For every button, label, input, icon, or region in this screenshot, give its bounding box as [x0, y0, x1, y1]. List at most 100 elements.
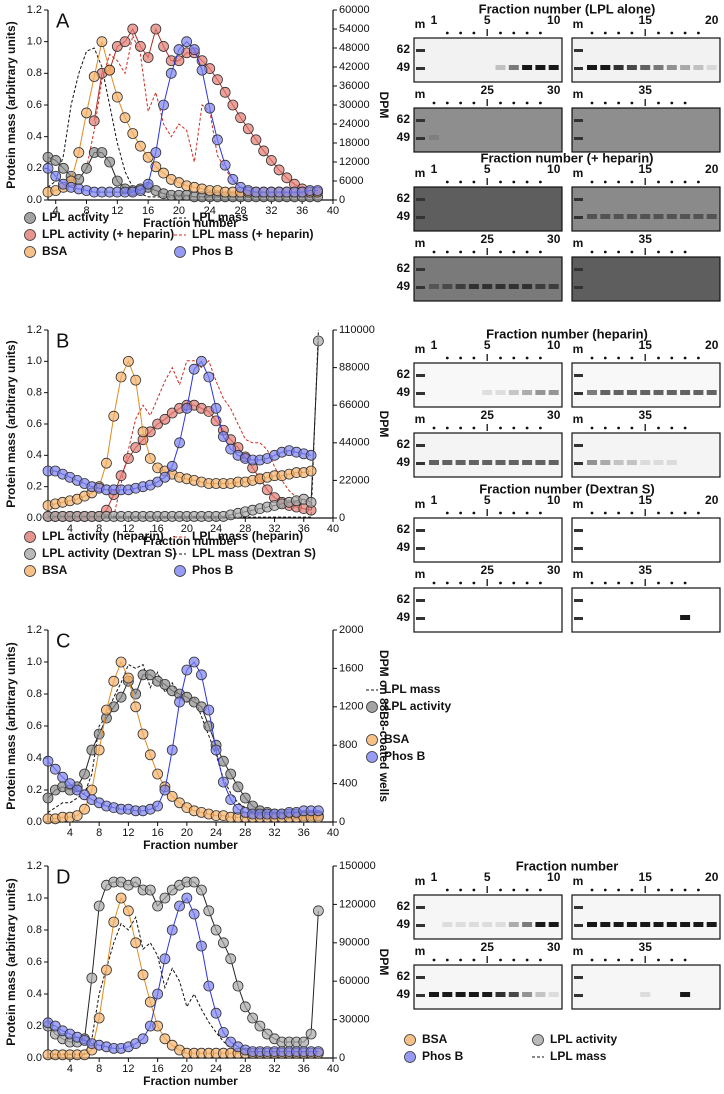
protein-band — [706, 922, 717, 927]
protein-band — [600, 65, 611, 70]
lane-dot — [525, 101, 529, 105]
protein-band — [535, 992, 546, 997]
x-tick-label: 12 — [111, 205, 123, 217]
data-point — [210, 924, 222, 936]
lane-dot — [512, 888, 516, 892]
data-point — [227, 99, 239, 111]
size-label: 49 — [397, 610, 411, 624]
lane-dot — [630, 101, 634, 105]
ladder-band — [416, 906, 425, 909]
marker-label: m — [415, 567, 426, 581]
x-tick-label: 28 — [239, 827, 251, 839]
y2-tick-label: 150000 — [339, 860, 376, 872]
protein-band — [613, 390, 624, 395]
lane-dot — [512, 101, 516, 105]
ladder-band — [416, 547, 425, 550]
lane-dot — [512, 250, 516, 254]
data-point — [115, 691, 127, 703]
ladder-band — [574, 216, 583, 219]
protein-band — [429, 992, 439, 997]
data-point — [232, 781, 244, 793]
size-label: 62 — [397, 367, 411, 381]
protein-band — [482, 390, 493, 395]
y2-tick-label: 800 — [339, 739, 357, 751]
lane-dot — [472, 31, 476, 35]
protein-band — [468, 922, 479, 927]
protein-band — [468, 284, 479, 289]
data-point — [166, 791, 178, 802]
y-tick-label: 0.0 — [27, 1052, 42, 1064]
protein-band — [508, 992, 519, 997]
lane-dot — [590, 31, 594, 35]
lane-dot — [670, 426, 674, 430]
data-point — [239, 1001, 251, 1013]
data-point — [57, 771, 69, 783]
data-point — [101, 704, 112, 716]
protein-band — [693, 922, 704, 927]
data-point — [225, 953, 237, 965]
y-tick-label: 0.2 — [27, 481, 42, 493]
x-tick-label: 40 — [327, 205, 339, 217]
data-point — [158, 41, 169, 52]
protein-band — [600, 390, 611, 395]
x-tick-label: 28 — [239, 523, 251, 535]
data-point — [104, 156, 116, 168]
protein-band — [495, 65, 506, 70]
data-point — [196, 940, 207, 952]
x-tick-label: 40 — [327, 1063, 339, 1075]
lane-dot — [603, 511, 607, 515]
marker-label: m — [415, 497, 426, 511]
protein-band — [680, 65, 691, 70]
legend-swatch — [24, 531, 36, 543]
protein-band — [706, 214, 717, 219]
marker-label: m — [573, 17, 584, 31]
lane-dot — [539, 888, 542, 892]
y-tick-label: 0.6 — [27, 956, 42, 968]
x-tick-label: 4 — [67, 1063, 73, 1075]
lane-dot — [432, 426, 436, 430]
y2-axis-title: DPM on 88B8-coated wells — [377, 650, 391, 802]
lane-dot — [459, 356, 462, 360]
lane-dot — [603, 180, 607, 184]
data-point — [137, 426, 149, 438]
lane-dot — [499, 958, 502, 962]
fraction-number: 1 — [431, 162, 438, 176]
protein-band — [442, 460, 453, 465]
data-point — [86, 972, 98, 984]
protein-band — [429, 135, 439, 140]
legend-label: LPL mass (heparin) — [192, 529, 303, 543]
data-point — [96, 147, 108, 158]
lane-dot — [445, 101, 449, 105]
data-point — [217, 776, 229, 788]
protein-band — [482, 992, 493, 997]
lane-dot — [603, 101, 607, 105]
x-tick-label: 28 — [234, 205, 246, 217]
data-point — [158, 167, 169, 179]
lane-dot — [512, 356, 516, 360]
lane-dot — [683, 426, 687, 430]
lane-dot — [670, 511, 674, 515]
data-point — [305, 465, 317, 477]
data-point — [108, 675, 120, 687]
data-point — [88, 71, 100, 82]
x-tick-label: 4 — [67, 827, 73, 839]
data-point — [196, 669, 207, 681]
lane-dot — [590, 426, 594, 430]
lane-dot — [445, 31, 449, 35]
ladder-band — [574, 67, 583, 70]
protein-band — [548, 460, 559, 465]
data-point — [312, 335, 324, 347]
y2-tick-label: 0 — [339, 194, 345, 206]
data-point — [144, 669, 156, 681]
fraction-number: 1 — [431, 338, 438, 352]
protein-band — [522, 284, 533, 289]
lane-dot — [445, 356, 449, 360]
y-tick-label: 1.0 — [27, 892, 42, 904]
data-point — [152, 988, 164, 1000]
gel — [413, 256, 563, 302]
data-point — [93, 1012, 105, 1024]
size-label: 62 — [397, 592, 411, 606]
data-point — [173, 44, 185, 55]
y2-tick-label: 1200 — [339, 701, 363, 713]
